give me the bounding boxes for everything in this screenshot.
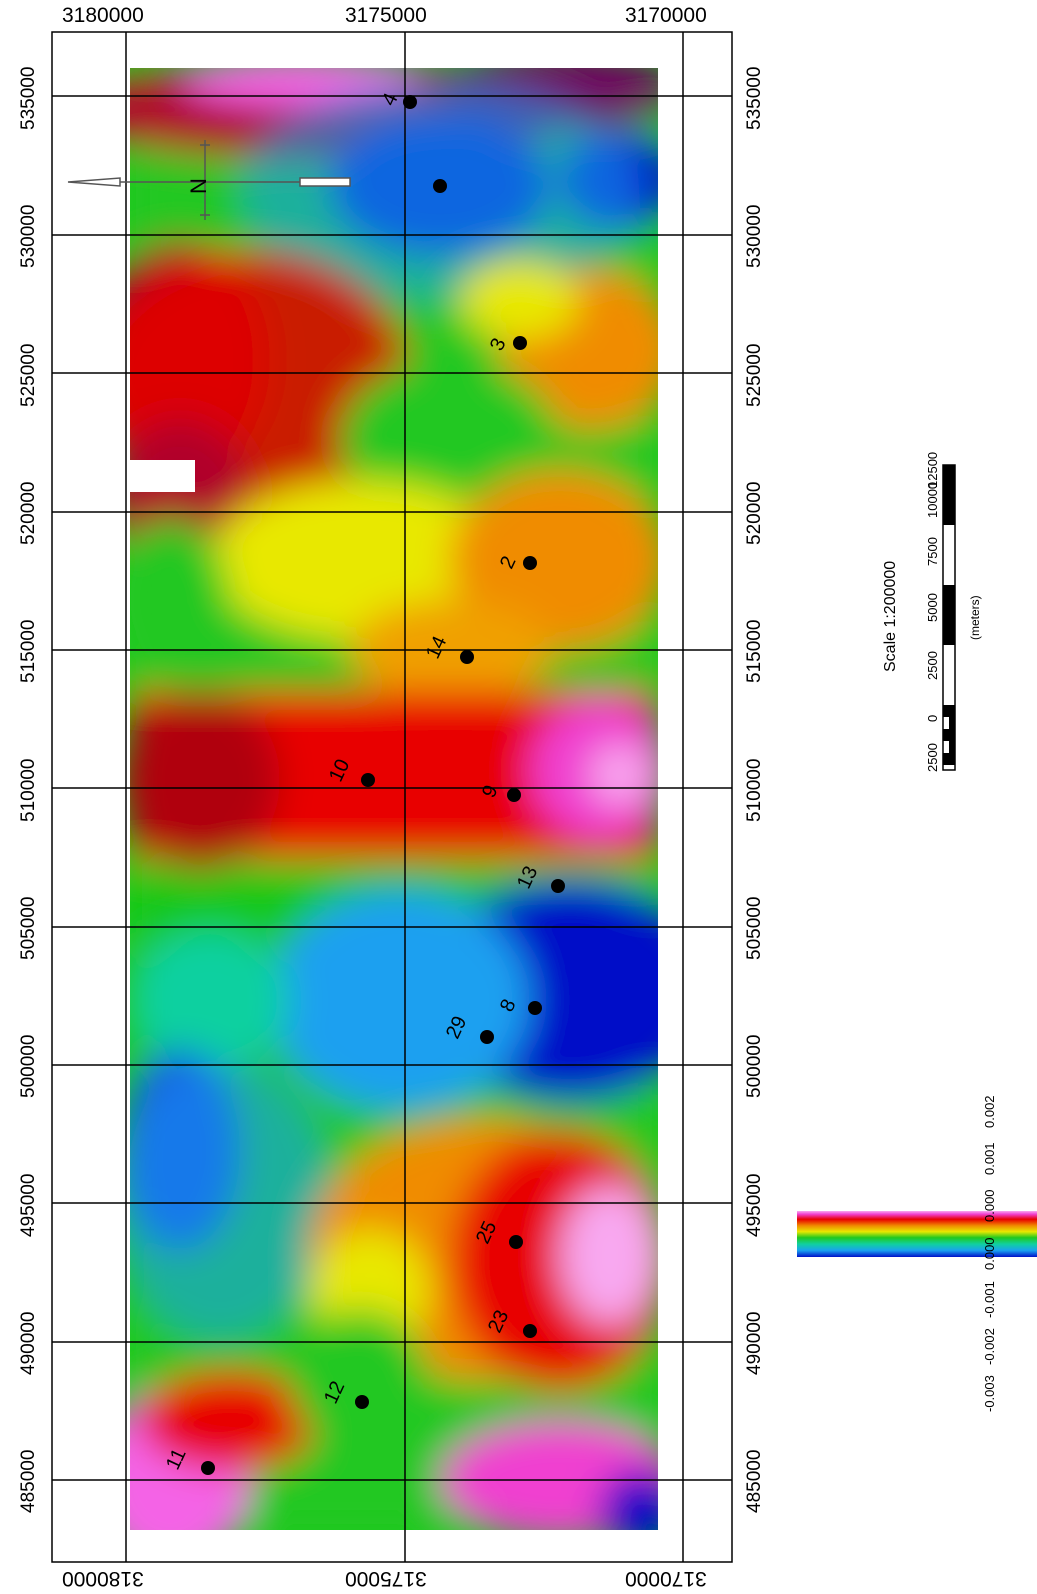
top-tick-label: 3170000	[625, 4, 707, 27]
left-tick-label: 495000	[18, 1173, 39, 1237]
left-tick-label: 500000	[18, 1034, 39, 1098]
grid-lines	[52, 32, 732, 1562]
left-tick-label: 535000	[18, 66, 39, 130]
scale-unit: (meters)	[968, 595, 982, 640]
bottom-tick-label: 3170000	[625, 1567, 707, 1590]
bottom-tick-label: 3175000	[345, 1567, 427, 1590]
colorbar-tick: -0.003	[982, 1375, 997, 1412]
right-tick-label: 500000	[744, 1034, 765, 1098]
right-tick-label: 535000	[744, 66, 765, 130]
colorbar-tick: 0.002	[982, 1095, 997, 1128]
north-arrow-icon	[67, 140, 351, 220]
point-marker	[523, 1324, 537, 1338]
right-tick-label: 530000	[744, 204, 765, 268]
scale-tick: 5000	[925, 593, 940, 622]
colorbar-tick: 0.000	[982, 1189, 997, 1222]
point-marker	[551, 879, 565, 893]
scale-tick: 2500	[925, 743, 940, 772]
point-marker	[528, 1001, 542, 1015]
colorbar-tick: -0.001	[982, 1281, 997, 1318]
right-tick-label: 495000	[744, 1173, 765, 1237]
north-label: N	[186, 178, 211, 194]
point-marker	[433, 179, 447, 193]
sample-points	[201, 95, 565, 1475]
right-tick-label: 490000	[744, 1311, 765, 1375]
right-tick-label: 485000	[744, 1449, 765, 1513]
scale-tick: 0	[925, 714, 940, 722]
right-tick-label: 515000	[744, 619, 765, 683]
scale-title: Scale 1:200000	[882, 560, 899, 672]
right-tick-label: 525000	[744, 343, 765, 407]
point-marker	[523, 556, 537, 570]
point-marker	[513, 336, 527, 350]
colorbar-tick: 0.001	[982, 1142, 997, 1175]
point-marker	[361, 773, 375, 787]
color-legend	[797, 1211, 1037, 1257]
outer-frame	[51, 31, 733, 1563]
scale-tick: 2500	[925, 651, 940, 680]
left-tick-label: 485000	[18, 1449, 39, 1513]
bottom-tick-label: 3180000	[62, 1567, 144, 1590]
left-tick-label: 515000	[18, 619, 39, 683]
top-tick-label: 3180000	[62, 4, 144, 27]
point-marker	[201, 1461, 215, 1475]
point-marker	[509, 1235, 523, 1249]
point-marker	[460, 650, 474, 664]
left-tick-label: 525000	[18, 343, 39, 407]
scale-tick: 7500	[925, 537, 940, 566]
left-tick-label: 490000	[18, 1311, 39, 1375]
right-tick-label: 520000	[744, 481, 765, 545]
left-tick-label: 520000	[18, 481, 39, 545]
top-tick-label: 3175000	[345, 4, 427, 27]
scale-tick: 12500	[925, 451, 940, 488]
point-marker	[507, 788, 521, 802]
scale-bar	[942, 464, 956, 771]
point-marker	[403, 95, 417, 109]
point-marker	[480, 1030, 494, 1044]
left-tick-label: 530000	[18, 204, 39, 268]
left-tick-label: 510000	[18, 758, 39, 822]
point-marker	[355, 1395, 369, 1409]
left-tick-label: 505000	[18, 896, 39, 960]
colorbar-tick: -0.002	[982, 1328, 997, 1365]
right-tick-label: 510000	[744, 758, 765, 822]
right-tick-label: 505000	[744, 896, 765, 960]
colorbar-tick: 0.000	[982, 1237, 997, 1270]
